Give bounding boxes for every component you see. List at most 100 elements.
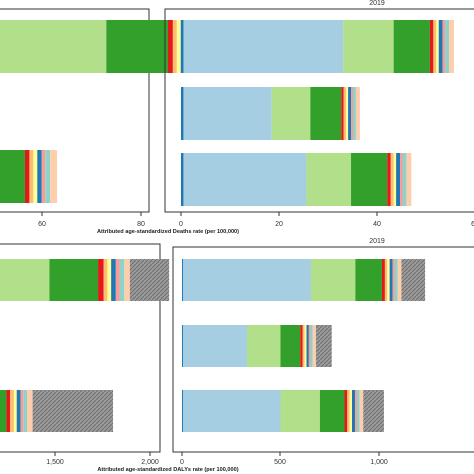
- x-tick-label: 80: [137, 221, 145, 228]
- bar-segment-3-0-2: [311, 259, 356, 301]
- panel-dalys-left-bars: [0, 259, 170, 432]
- bar-segment-3-0-5: [384, 259, 388, 301]
- panel-deaths-left-bars: [0, 20, 201, 203]
- bar-segment-1-2-4: [387, 153, 391, 206]
- bar-segment-3-0-11: [401, 259, 426, 301]
- bar-segment-1-1-1: [183, 87, 272, 140]
- x-axis-label: Attributed age-standardized DALYs rate (…: [97, 467, 238, 473]
- bar-segment-3-2-10: [359, 390, 364, 432]
- bar-segment-3-2-3: [319, 390, 345, 432]
- bar-segment-1-1-5: [343, 87, 347, 140]
- bar-segment-1-1-3: [310, 87, 342, 140]
- panel-deaths-right: 2019 0 20 40 6 Attributed age-standardiz…: [97, 0, 474, 235]
- bar-segment-1-0-2: [343, 20, 394, 73]
- bar-segment-1-2-2: [306, 153, 352, 206]
- x-tick-label: 1,500: [46, 459, 64, 466]
- bar-segment-2-0-6: [115, 259, 120, 301]
- bar-segment-1-0-1: [183, 20, 344, 73]
- bar-segment-0-1-7: [50, 150, 58, 203]
- bar-segment-1-1-10: [355, 87, 360, 140]
- x-tick-label: 60: [38, 221, 46, 228]
- panel-dalys-right-bars: [182, 259, 426, 432]
- bar-segment-2-1-6: [23, 390, 28, 432]
- x-tick-label: 1,000: [370, 459, 388, 466]
- bar-segment-3-2-8: [354, 390, 357, 432]
- x-tick-label: 20: [275, 221, 283, 228]
- bar-segment-3-2-4: [344, 390, 348, 432]
- bar-segment-3-0-1: [182, 259, 312, 301]
- bar-segment-0-1-6: [45, 150, 51, 203]
- bar-segment-0-1-2: [29, 150, 34, 203]
- panel-title: 2019: [369, 0, 385, 7]
- x-tick-label: 0: [180, 459, 184, 466]
- bar-segment-2-1-3: [13, 390, 17, 432]
- bar-segment-0-0-3: [172, 20, 177, 73]
- bar-segment-0-0-2: [167, 20, 173, 73]
- bar-segment-1-0-6: [436, 20, 439, 73]
- bar-segment-2-0-7: [119, 259, 125, 301]
- bar-segment-2-0-0: [0, 259, 50, 301]
- panel-dalys-left: 1,500 2,000: [0, 243, 170, 466]
- panel-title: 2019: [369, 238, 385, 245]
- x-tick-label: 500: [274, 459, 286, 466]
- bar-segment-2-1-8: [32, 390, 114, 432]
- bar-segment-2-1-7: [27, 390, 33, 432]
- bar-segment-3-0-7: [389, 259, 393, 301]
- bar-segment-1-0-8: [442, 20, 446, 73]
- bar-segment-2-0-5: [111, 259, 116, 301]
- bar-segment-3-2-2: [280, 390, 320, 432]
- bar-segment-2-0-2: [98, 259, 104, 301]
- bar-segment-1-2-7: [396, 153, 401, 206]
- bar-segment-3-1-5: [302, 325, 305, 367]
- bar-segment-1-1-4: [341, 87, 344, 140]
- x-tick-label: 6: [471, 221, 474, 228]
- bar-segment-3-1-11: [315, 325, 332, 367]
- bar-segment-1-2-10: [406, 153, 412, 206]
- bar-segment-3-1-6: [304, 325, 307, 367]
- bar-segment-3-1-9: [310, 325, 313, 367]
- bar-segment-1-2-6: [393, 153, 397, 206]
- panel-dalys-right-frame: [172, 246, 474, 453]
- bar-segment-1-2-5: [390, 153, 394, 206]
- bar-segment-1-1-2: [271, 87, 311, 140]
- bar-segment-1-1-6: [346, 87, 349, 140]
- bar-segment-1-1-8: [351, 87, 353, 140]
- panel-dalys-right: 2019 0 500 1,000 Attributed age-standard…: [97, 238, 474, 473]
- bar-segment-3-0-0: [182, 259, 183, 301]
- panel-deaths-right-bars: [181, 20, 454, 206]
- panel-deaths-right-frame: [164, 8, 474, 213]
- x-axis-label: Attributed age-standardized Deaths rate …: [97, 229, 239, 235]
- bar-segment-1-1-9: [352, 87, 356, 140]
- bar-segment-0-0-1: [106, 20, 168, 73]
- bar-segment-2-0-8: [124, 259, 130, 301]
- bar-segment-3-2-5: [347, 390, 350, 432]
- bar-segment-1-1-7: [348, 87, 352, 140]
- bar-segment-1-0-3: [393, 20, 430, 73]
- bar-segment-3-1-2: [247, 325, 281, 367]
- bar-segment-1-0-0: [181, 20, 184, 73]
- bar-segment-1-1-0: [181, 87, 184, 140]
- bar-segment-2-1-4: [16, 390, 21, 432]
- bar-segment-3-1-0: [182, 325, 183, 367]
- bar-segment-0-1-1: [24, 150, 30, 203]
- bar-segment-3-2-6: [349, 390, 353, 432]
- bar-segment-3-1-10: [312, 325, 316, 367]
- bar-segment-3-1-8: [308, 325, 311, 367]
- bar-segment-2-1-0: [0, 390, 7, 432]
- bar-segment-0-1-4: [37, 150, 42, 203]
- bar-segment-1-2-1: [183, 153, 307, 206]
- bar-segment-2-0-1: [49, 259, 99, 301]
- bar-segment-0-1-3: [33, 150, 38, 203]
- bar-segment-1-2-0: [181, 153, 184, 206]
- panel-dalys-left-frame: [0, 243, 161, 453]
- bar-segment-3-0-8: [392, 259, 395, 301]
- bar-segment-3-0-3: [355, 259, 382, 301]
- bar-segment-3-2-7: [352, 390, 355, 432]
- bar-segment-0-0-4: [176, 20, 181, 73]
- panel-deaths-left: 60 80: [0, 8, 201, 228]
- bar-segment-3-1-4: [300, 325, 303, 367]
- bar-segment-3-1-3: [280, 325, 301, 367]
- bar-segment-2-0-3: [103, 259, 108, 301]
- x-tick-label: 40: [373, 221, 381, 228]
- bar-segment-2-1-1: [6, 390, 11, 432]
